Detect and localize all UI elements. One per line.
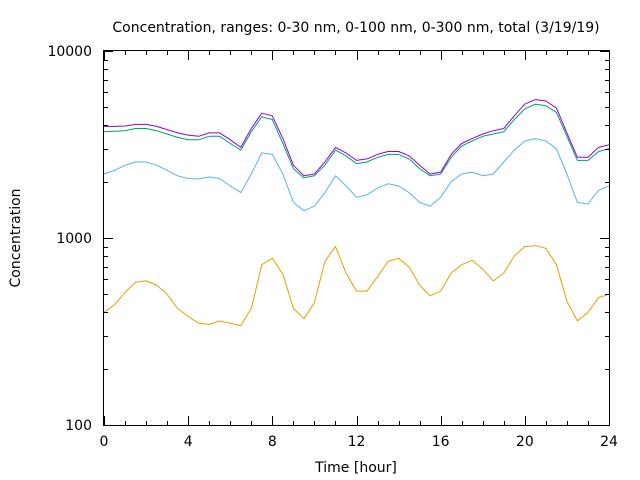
x-tick-label: 0: [100, 434, 109, 450]
x-tick-label: 8: [268, 434, 277, 450]
axis-ticks: 0 4 8 12 16 20 24 100 1000 10000: [47, 44, 618, 450]
series-line-2: [103, 103, 610, 179]
x-axis-label: Time [hour]: [314, 460, 397, 476]
chart-title: Concentration, ranges: 0-30 nm, 0-100 nm…: [112, 20, 599, 36]
x-tick-label: 24: [600, 434, 618, 450]
x-tick-label: 16: [432, 434, 450, 450]
series-line-0: [103, 245, 610, 327]
x-tick-label: 12: [348, 434, 366, 450]
y-tick-label: 100: [65, 418, 92, 434]
y-axis-label: Concentration: [8, 188, 24, 287]
y-tick-label: 1000: [56, 231, 92, 247]
x-tick-label: 4: [184, 434, 193, 450]
series-line-1: [103, 138, 610, 212]
series-line-3: [104, 99, 610, 177]
plot-frame: [103, 50, 610, 426]
x-tick-label: 20: [516, 434, 534, 450]
y-tick-label: 10000: [47, 44, 92, 60]
series-layer: [103, 99, 610, 327]
